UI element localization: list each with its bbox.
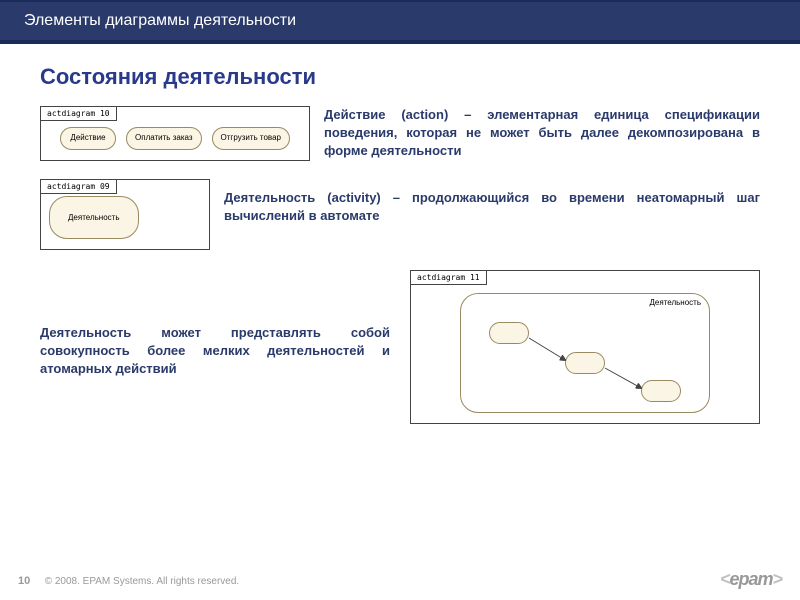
page-number: 10 [18,575,30,587]
slide-footer: 10 © 2008. EPAM Systems. All rights rese… [18,569,782,590]
composite-frame: Деятельность [460,293,710,413]
row-activity: actdiagram 09 Деятельность Деятельность … [40,179,760,250]
section-title: Состояния деятельности [40,64,760,90]
action-description: Действие (action) – элементарная единица… [324,106,760,161]
action-pill: Отгрузить товар [212,127,290,150]
activity-description: Деятельность (activity) – продолжающийся… [224,179,760,250]
epam-logo: epam [720,569,782,590]
diagram-tab: actdiagram 10 [40,106,117,121]
activity-pill: Деятельность [49,196,139,239]
slide-content: Состояния деятельности actdiagram 10 Дей… [0,44,800,424]
flow-edge [461,294,711,414]
action-pill: Действие [60,127,116,150]
diagram-tab: actdiagram 09 [40,179,117,194]
diagram-activity: actdiagram 09 Деятельность [40,179,210,250]
composite-description: Деятельность может представлять собой со… [40,270,390,379]
diagram-actions: actdiagram 10 Действие Оплатить заказ От… [40,106,310,161]
slide-header: Элементы диаграммы деятельности [0,0,800,44]
action-pill: Оплатить заказ [126,127,202,150]
diagram-composite: actdiagram 11 Деятельность [410,270,760,424]
slide-header-title: Элементы диаграммы деятельности [24,12,296,29]
footer-left: 10 © 2008. EPAM Systems. All rights rese… [18,571,239,589]
row-composite: Деятельность может представлять собой со… [40,270,760,424]
row-action: actdiagram 10 Действие Оплатить заказ От… [40,106,760,161]
term-action: Действие (action) [324,107,448,122]
copyright: © 2008. EPAM Systems. All rights reserve… [45,576,239,587]
term-activity: Деятельность (activity) [224,190,381,205]
diagram-tab: actdiagram 11 [410,270,487,285]
